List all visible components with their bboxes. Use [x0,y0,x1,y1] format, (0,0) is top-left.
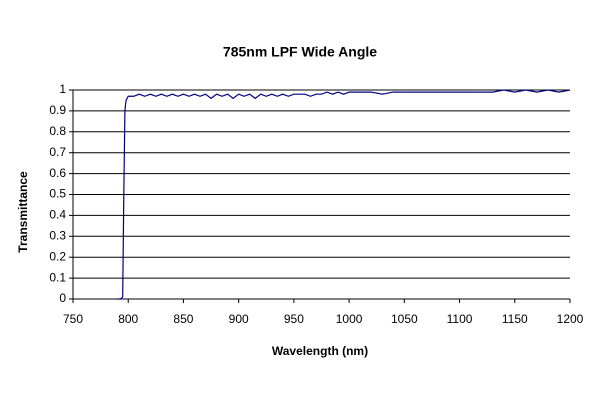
y-tick-label: 0.9 [49,103,66,117]
x-axis-title: Wavelength (nm) [272,344,368,358]
y-tick-label: 0.2 [49,249,66,263]
x-tick-label: 950 [284,312,304,326]
y-tick-label: 0.3 [49,228,66,242]
y-tick-label: 0.7 [49,145,66,159]
x-tick-label: 750 [63,312,83,326]
x-tick-label: 850 [173,312,193,326]
y-tick-label: 0 [59,291,66,305]
x-tick-label: 900 [229,312,249,326]
y-tick-label: 0.5 [49,187,66,201]
chart-title: 785nm LPF Wide Angle [223,44,377,60]
x-tick-label: 800 [118,312,138,326]
x-tick-label: 1050 [391,312,418,326]
y-tick-label: 0.1 [49,270,66,284]
y-tick-label: 0.6 [49,166,66,180]
series-line [117,89,571,300]
y-tick-label: 0.8 [49,124,66,138]
x-tick-label: 1100 [447,312,473,326]
y-tick-label: 0.4 [49,208,66,222]
x-tick-label: 1000 [336,312,363,326]
x-tick-label: 1200 [557,312,584,326]
y-axis-title: Transmittance [16,171,30,253]
x-tick-label: 1150 [502,312,528,326]
y-tick-label: 1 [59,82,66,96]
